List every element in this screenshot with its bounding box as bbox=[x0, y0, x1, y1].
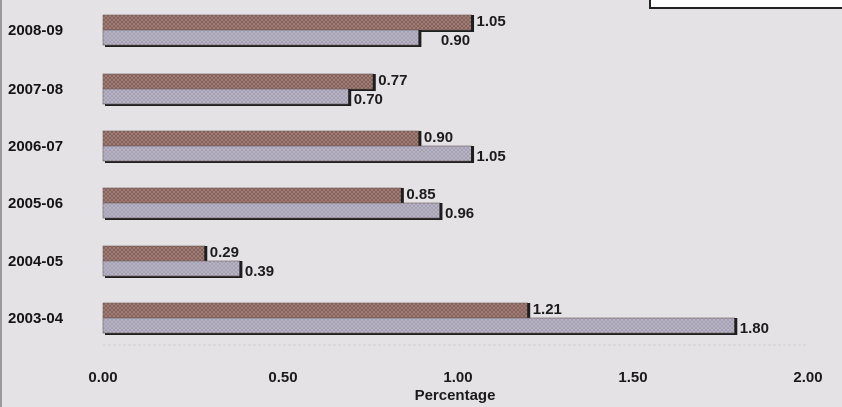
category-label: 2003-04 bbox=[8, 310, 64, 327]
value-label: 0.29 bbox=[210, 244, 239, 261]
x-tick-label: 0.00 bbox=[88, 369, 117, 386]
x-tick-label: 2.00 bbox=[793, 369, 822, 386]
bar-series-1 bbox=[102, 187, 402, 204]
bars-group bbox=[102, 14, 738, 335]
value-labels: 1.05 0.90 0.77 0.70 0.90 1.05 0.85 0.96 0.29 0.39… bbox=[210, 13, 769, 337]
bar-series-1 bbox=[102, 302, 529, 319]
legend-box-partial bbox=[649, 0, 842, 9]
bar-series-1 bbox=[102, 130, 420, 147]
x-axis-title: Percentage bbox=[415, 387, 496, 404]
category-label: 2008-09 bbox=[8, 22, 63, 39]
category-labels: 2008-09 2007-08 2006-07 2005-06 2004-05 2003-… bbox=[8, 22, 64, 327]
value-label: 0.90 bbox=[441, 32, 470, 49]
category-label: 2005-06 bbox=[8, 195, 63, 212]
x-tick-label: 0.50 bbox=[268, 369, 297, 386]
bar-series-2 bbox=[102, 29, 420, 46]
category-label: 2004-05 bbox=[8, 253, 63, 270]
bar-series-2 bbox=[102, 145, 472, 162]
bar-series-1 bbox=[102, 14, 472, 31]
value-label: 1.80 bbox=[740, 320, 769, 337]
value-label: 1.05 bbox=[477, 13, 506, 30]
bar-series-1 bbox=[102, 73, 374, 90]
value-label: 1.05 bbox=[477, 148, 506, 165]
bar-series-1 bbox=[102, 245, 206, 262]
bar-series-2 bbox=[102, 202, 441, 219]
category-label: 2006-07 bbox=[8, 138, 63, 155]
bar-series-2 bbox=[102, 317, 736, 334]
x-tick-label: 1.50 bbox=[618, 369, 647, 386]
value-label: 0.39 bbox=[245, 263, 274, 280]
x-tick-labels: 0.00 0.50 1.00 1.50 2.00 bbox=[88, 369, 822, 386]
value-label: 0.77 bbox=[378, 72, 407, 89]
value-label: 1.21 bbox=[533, 301, 562, 318]
bar-series-2 bbox=[102, 260, 241, 277]
x-tick-label: 1.00 bbox=[443, 369, 472, 386]
value-label: 0.70 bbox=[354, 91, 383, 108]
value-label: 0.85 bbox=[406, 186, 435, 203]
value-label: 0.96 bbox=[445, 205, 474, 222]
category-label: 2007-08 bbox=[8, 81, 63, 98]
value-label: 0.90 bbox=[424, 129, 453, 146]
bar-series-2 bbox=[102, 88, 349, 105]
